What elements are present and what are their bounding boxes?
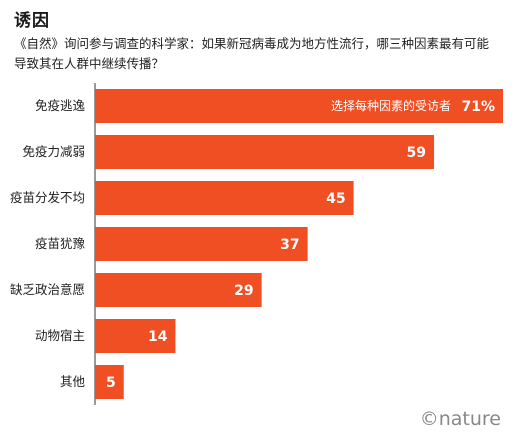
- category-label: 免疫逃逸: [35, 98, 86, 113]
- value-label: 71%: [461, 99, 495, 115]
- bar: [95, 319, 176, 353]
- value-label: 37: [280, 237, 299, 253]
- category-label: 动物宿主: [35, 328, 85, 343]
- category-label: 其他: [60, 374, 86, 389]
- bar: [95, 135, 435, 169]
- bar: [95, 365, 124, 399]
- category-label: 疫苗犹豫: [35, 236, 86, 251]
- value-label: 59: [407, 145, 426, 161]
- chart-subtitle: 《自然》询问参与调查的科学家：如果新冠病毒成为地方性流行，哪三种因素最有可能导致…: [14, 36, 490, 71]
- value-label: 45: [326, 191, 345, 207]
- bar: [95, 273, 262, 307]
- category-label: 疫苗分发不均: [10, 190, 85, 205]
- category-label: 免疫力减弱: [22, 144, 85, 159]
- value-label: 29: [234, 283, 253, 299]
- bar: [95, 227, 308, 261]
- value-label: 14: [148, 329, 168, 345]
- chart-title: 诱因: [14, 11, 50, 31]
- bar: [95, 181, 354, 215]
- category-label: 缺乏政治意愿: [10, 282, 85, 297]
- bar: [95, 89, 503, 123]
- bar-annotation: 选择每种因素的受访者: [331, 98, 451, 113]
- value-label: 5: [106, 375, 116, 391]
- nature-credit: ©nature: [419, 408, 501, 430]
